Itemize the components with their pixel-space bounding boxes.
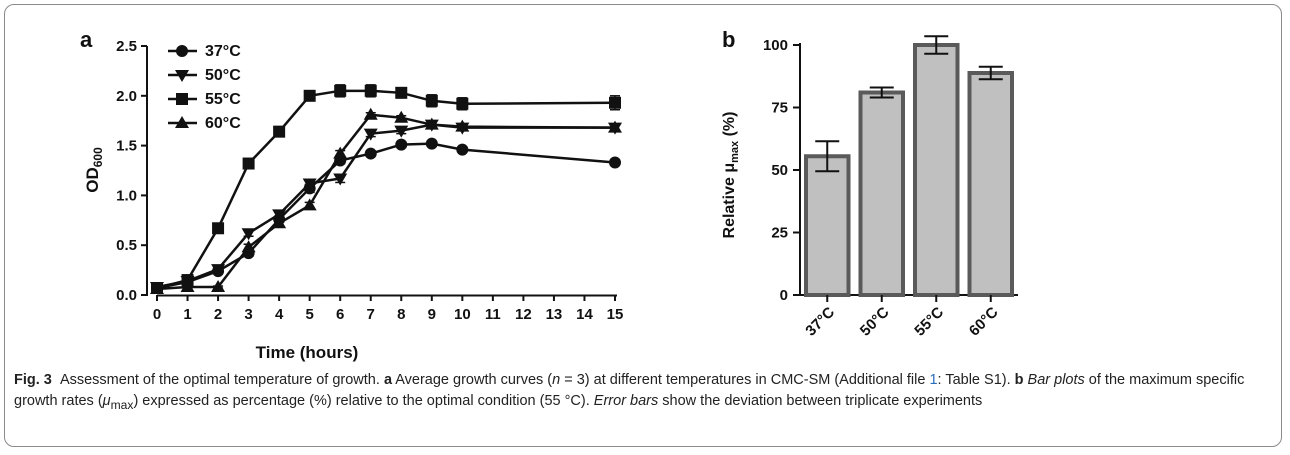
bar-37°C	[806, 156, 849, 295]
series-point	[304, 90, 316, 102]
caption-fig-label: Fig. 3	[14, 372, 52, 388]
series-point	[395, 139, 407, 151]
figure-caption: Fig. 3 Assessment of the optimal tempera…	[14, 370, 1276, 416]
panel-b-x-tick-label: 50°C	[857, 304, 893, 340]
panel-b-y-axis-label-post: (%)	[721, 112, 738, 141]
panel-b-label: b	[722, 27, 735, 52]
series-point	[334, 85, 346, 97]
caption-b-mu-sub: max	[111, 398, 134, 412]
panel-b-y-tick-label: 0	[780, 287, 788, 304]
series-line	[157, 144, 615, 288]
bar-60°C	[969, 73, 1012, 295]
panel-a-x-tick-label: 10	[454, 306, 471, 323]
panel-a-y-tick-label: 1.0	[116, 187, 137, 204]
caption-a-label: a	[384, 372, 392, 388]
panel-b-y-tick-label: 100	[763, 37, 788, 54]
caption-a-text-2: = 3) at different temperatures in CMC-SM…	[560, 372, 929, 388]
series-point	[212, 222, 224, 234]
series-point	[426, 138, 438, 150]
panel-b-x-tick-label: 37°C	[802, 304, 838, 340]
caption-a-n: n	[552, 372, 560, 388]
panel-a-x-tick-label: 1	[183, 306, 191, 323]
panel-a-x-tick-label: 8	[397, 306, 405, 323]
series-point	[365, 148, 377, 160]
panel-a-x-tick-label: 7	[367, 306, 375, 323]
legend-label: 55°C	[205, 91, 241, 108]
panel-a-x-tick-label: 2	[214, 306, 222, 323]
panel-a-y-axis-label: OD600	[83, 147, 105, 193]
panel-a-x-tick-label: 12	[515, 306, 532, 323]
panel-b-y-axis-label: Relative μmax (%)	[721, 112, 741, 239]
panel-a-y-axis-label-main: OD	[83, 167, 102, 193]
panel-a-y-axis-label-sub: 600	[91, 147, 105, 167]
panel-a-x-axis-label: Time (hours)	[256, 343, 359, 362]
bar-55°C	[915, 45, 958, 295]
legend-label: 50°C	[205, 67, 241, 84]
series-point	[273, 126, 285, 138]
panel-b-x-tick-label: 55°C	[911, 304, 947, 340]
panel-a-x-tick-label: 5	[305, 306, 313, 323]
series-point	[456, 144, 468, 156]
panel-b-y-axis-label-pre: Relative μ	[721, 163, 738, 239]
panel-a-x-tick-label: 14	[576, 306, 593, 323]
caption-b-italic: Bar plots	[1028, 372, 1085, 388]
panel-a-x-tick-label: 15	[607, 306, 624, 323]
panel-b: b 0 25 50 75 100 37°C 50°C 55°C 60°C Relative μ…	[721, 27, 1018, 340]
panel-a-x-tick-label: 0	[153, 306, 161, 323]
caption-error-bars-italic: Error bars	[594, 393, 658, 409]
caption-a-text-3: : Table S1).	[938, 372, 1011, 388]
series-point	[609, 97, 621, 109]
panel-b-x-tick-label: 60°C	[966, 304, 1002, 340]
panel-b-y-tick-label: 25	[771, 225, 788, 242]
panel-a-x-tick-label: 3	[244, 306, 252, 323]
caption-b-text-2: ) expressed as percentage (%) relative t…	[133, 393, 589, 409]
legend-marker	[176, 45, 188, 57]
bar-50°C	[860, 93, 903, 296]
series-point	[365, 85, 377, 97]
series-point	[303, 198, 317, 210]
panel-a-x-tick-label: 11	[485, 306, 501, 323]
legend-marker	[176, 93, 188, 105]
panel-a-x-tick-label: 9	[428, 306, 436, 323]
panel-a-x-tick-label: 6	[336, 306, 344, 323]
series-point	[609, 157, 621, 169]
caption-title: Assessment of the optimal temperature of…	[60, 372, 380, 388]
panel-a-y-tick-label: 0.0	[116, 287, 137, 304]
panel-a-label: a	[80, 27, 93, 52]
panel-b-y-tick-label: 50	[771, 162, 788, 179]
legend-label: 37°C	[205, 43, 241, 60]
series-point	[456, 98, 468, 110]
series-point	[243, 158, 255, 170]
panel-a-y-tick-label: 0.5	[116, 237, 137, 254]
panel-a-y-tick-label: 2.5	[116, 38, 137, 55]
caption-additional-file-link[interactable]: 1	[929, 372, 937, 388]
caption-error-text: show the deviation between triplicate ex…	[658, 393, 982, 409]
legend-label: 60°C	[205, 115, 241, 132]
panel-a-x-tick-label: 4	[275, 306, 284, 323]
panel-b-y-tick-label: 75	[771, 100, 788, 117]
series-point	[426, 95, 438, 107]
panel-a-legend: 37°C 50°C 55°C 60°C	[168, 43, 241, 132]
caption-b-mu: μ	[103, 393, 111, 409]
series-line	[157, 115, 615, 289]
series-50°C	[150, 120, 622, 294]
panel-a-y-tick-label: 2.0	[116, 88, 137, 105]
caption-b-label: b	[1015, 372, 1024, 388]
panel-a-y-tick-label: 1.5	[116, 138, 137, 155]
panel-b-y-axis-label-sub: max	[729, 140, 741, 163]
panel-a-x-tick-label: 13	[546, 306, 563, 323]
panel-a: a 0 1 2 3 4 5 6 7 8 9 10 11 12 13 14 150.00.51.01.52.02…	[80, 27, 623, 362]
series-point	[395, 87, 407, 99]
caption-a-text-1: Average growth curves (	[395, 372, 552, 388]
series-point	[364, 108, 378, 120]
